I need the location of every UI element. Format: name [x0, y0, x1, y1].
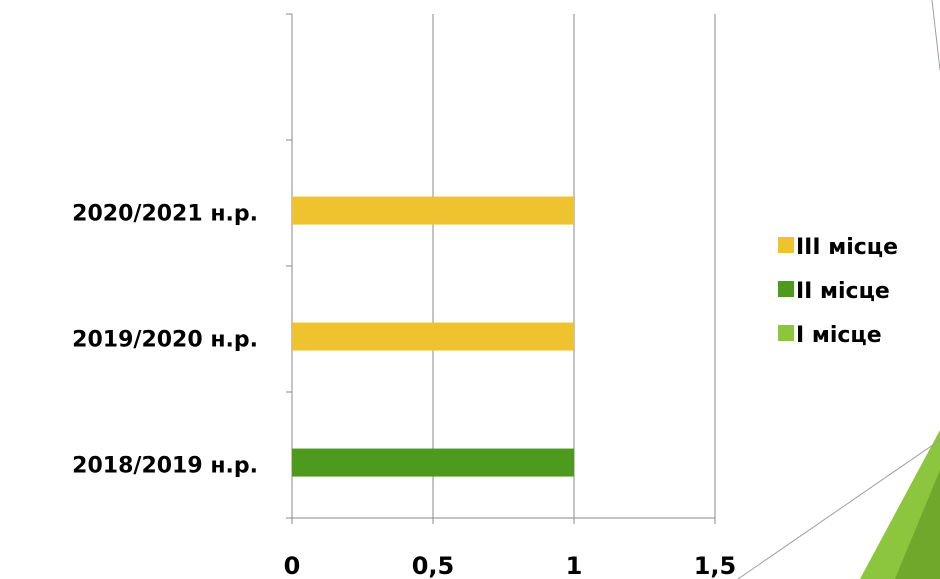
legend-swatch	[778, 281, 794, 297]
x-tick-labels: 0 0,5 1 1,5	[284, 552, 737, 579]
category-label: 2020/2021 н.р.	[72, 202, 258, 227]
grid-lines	[432, 14, 716, 518]
corner-triangle-dark	[895, 470, 940, 579]
corner-line	[737, 439, 940, 579]
x-tick-label: 1,5	[694, 552, 737, 579]
legend-label: III місце	[796, 235, 898, 260]
bar	[292, 448, 574, 477]
corner-decoration	[737, 0, 940, 579]
x-tick-label: 0,5	[412, 552, 455, 579]
category-label: 2019/2020 н.р.	[72, 328, 258, 353]
category-label: 2018/2019 н.р.	[72, 454, 258, 479]
legend-swatch	[778, 237, 794, 253]
axes	[286, 13, 716, 524]
category-labels: 2018/2019 н.р. 2019/2020 н.р. 2020/2021 н.…	[72, 202, 258, 479]
x-tick-label: 1	[566, 552, 583, 579]
corner-line-top	[931, 0, 940, 71]
legend: III місце II місце I місце	[778, 235, 898, 348]
legend-label: I місце	[796, 323, 882, 348]
legend-swatch	[778, 325, 794, 341]
legend-label: II місце	[796, 279, 890, 304]
bar	[292, 196, 574, 225]
bars	[292, 196, 574, 477]
bar	[292, 322, 574, 351]
x-tick-label: 0	[284, 552, 301, 579]
